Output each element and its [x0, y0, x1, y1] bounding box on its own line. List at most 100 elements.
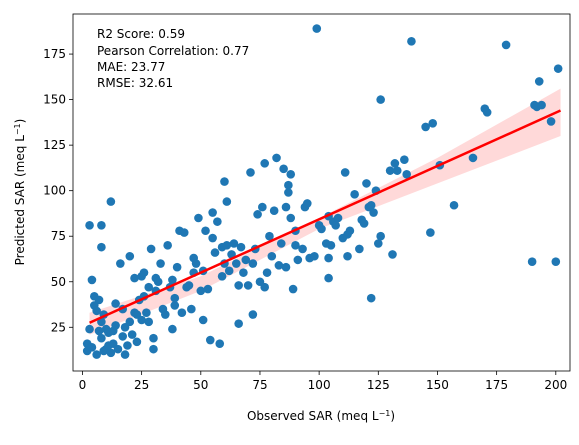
- regression-line-layer: [89, 109, 562, 324]
- data-point: [262, 268, 272, 277]
- data-point: [170, 301, 180, 310]
- data-point: [85, 324, 94, 334]
- data-point: [222, 197, 232, 206]
- data-point: [324, 253, 333, 263]
- scatter-points-layer: [82, 24, 563, 359]
- data-point: [501, 40, 511, 50]
- data-point: [537, 100, 546, 110]
- data-point: [229, 239, 239, 248]
- data-point: [213, 217, 222, 226]
- data-point: [184, 281, 194, 290]
- data-point: [201, 226, 210, 236]
- y-tick-label: 150: [43, 93, 66, 107]
- data-point: [267, 251, 277, 261]
- data-point: [366, 200, 376, 210]
- data-point: [355, 244, 364, 254]
- data-point: [144, 317, 154, 327]
- data-point: [118, 332, 127, 341]
- data-point: [298, 244, 307, 254]
- data-point: [123, 341, 132, 350]
- x-axis-ticks: 0 25 50 75 100 125 150 175 200: [79, 371, 567, 392]
- data-point: [208, 233, 217, 243]
- data-point: [87, 275, 97, 285]
- y-axis-label-main: Predicted SAR (meq L: [13, 135, 27, 266]
- data-point: [527, 257, 537, 267]
- data-point: [402, 169, 412, 179]
- x-tick-label: 200: [544, 378, 567, 392]
- data-point: [163, 241, 172, 250]
- plot-area-frame: [72, 13, 571, 372]
- stats-mae: MAE: 23.77: [97, 60, 165, 74]
- data-point: [224, 266, 234, 276]
- data-point: [87, 343, 97, 352]
- data-point: [97, 220, 106, 230]
- data-point: [92, 350, 101, 359]
- x-axis-label: Observed SAR (meq L−1): [247, 409, 395, 424]
- data-point: [168, 324, 177, 334]
- data-point: [125, 251, 135, 261]
- data-point: [428, 118, 438, 128]
- data-point: [482, 108, 492, 117]
- data-point: [324, 273, 333, 283]
- x-tick-label: 50: [193, 378, 208, 392]
- data-point: [248, 259, 258, 268]
- y-axis-ticks: 25 50 75 100 125 150 175: [43, 47, 73, 334]
- data-point: [97, 333, 106, 343]
- data-point: [534, 77, 544, 86]
- data-point: [130, 273, 139, 283]
- data-point: [168, 275, 177, 285]
- data-point: [236, 242, 246, 252]
- y-axis-label-close: ): [13, 119, 27, 124]
- data-point: [468, 153, 478, 163]
- data-point: [288, 284, 298, 294]
- y-tick-label: 175: [43, 47, 66, 61]
- x-tick-label: 0: [79, 378, 87, 392]
- data-point: [149, 333, 158, 343]
- data-point: [265, 231, 274, 241]
- data-point: [208, 208, 217, 217]
- x-tick-label: 75: [252, 378, 267, 392]
- data-point: [426, 228, 435, 237]
- data-point: [449, 200, 459, 210]
- data-point: [279, 164, 288, 174]
- data-point: [94, 326, 104, 336]
- data-point: [111, 299, 120, 308]
- data-point: [113, 344, 123, 354]
- data-point: [385, 166, 395, 175]
- data-point: [187, 304, 196, 314]
- data-point: [234, 281, 243, 290]
- data-point: [369, 208, 378, 217]
- data-point: [92, 306, 101, 316]
- data-point: [326, 241, 336, 250]
- data-point: [272, 153, 281, 163]
- data-point: [253, 210, 262, 219]
- data-point: [234, 319, 243, 328]
- data-point: [142, 308, 151, 318]
- data-point: [153, 277, 163, 287]
- data-point: [239, 268, 248, 277]
- data-point: [376, 95, 385, 104]
- data-point: [217, 271, 227, 281]
- data-point: [286, 213, 296, 223]
- data-point: [248, 310, 258, 319]
- data-point: [312, 24, 322, 33]
- data-point: [156, 259, 165, 268]
- data-point: [376, 231, 385, 241]
- data-point: [286, 169, 296, 179]
- confidence-band-layer: [89, 88, 561, 335]
- data-point: [194, 213, 203, 223]
- data-point: [127, 330, 137, 339]
- data-point: [205, 335, 215, 345]
- data-point: [260, 159, 270, 168]
- stats-annotation: R2 Score: 0.59 Pearson Correlation: 0.77…: [97, 27, 249, 90]
- data-point: [191, 259, 201, 268]
- data-point: [220, 177, 229, 186]
- y-tick-label: 125: [43, 138, 66, 152]
- data-point: [345, 226, 355, 236]
- data-point: [366, 293, 376, 303]
- data-point: [246, 168, 255, 177]
- data-point: [94, 295, 104, 305]
- data-point: [120, 350, 130, 359]
- data-point: [274, 261, 284, 270]
